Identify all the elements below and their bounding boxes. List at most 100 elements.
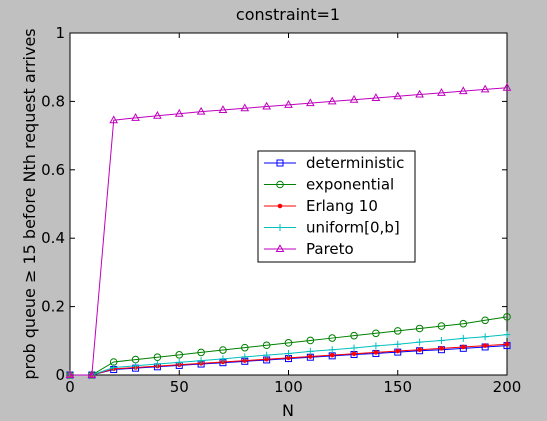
series-layer xyxy=(65,82,512,379)
y-tick-label: 0.6 xyxy=(41,161,65,179)
series-uniform-0-b xyxy=(66,331,511,379)
data-point xyxy=(373,350,379,355)
data-point xyxy=(372,329,380,338)
data-point xyxy=(240,103,250,112)
data-point xyxy=(284,99,293,108)
data-point xyxy=(306,98,315,107)
series-line xyxy=(70,316,508,376)
data-point xyxy=(276,224,284,231)
data-point xyxy=(153,360,161,368)
data-point xyxy=(372,342,380,350)
data-point xyxy=(394,340,402,348)
legend-label: uniform[0,b] xyxy=(306,219,400,237)
series-pareto xyxy=(65,82,512,378)
data-point xyxy=(350,344,358,352)
data-point xyxy=(351,351,357,357)
y-axis-label: prob queue ≥ 15 before Nth request arriv… xyxy=(20,28,39,379)
data-point xyxy=(439,346,444,351)
data-point xyxy=(284,339,293,347)
legend-label: exponential xyxy=(306,176,394,194)
data-point xyxy=(328,346,336,354)
y-tick-label: 0.4 xyxy=(41,229,65,247)
data-point xyxy=(175,351,184,359)
legend: deterministic exponential Erlang 10 uniform… xyxy=(257,150,416,263)
data-point xyxy=(153,110,162,119)
x-tick-label: 0 xyxy=(65,378,75,396)
y-tick-label: 0.2 xyxy=(41,298,65,316)
data-point xyxy=(276,180,284,189)
data-point xyxy=(459,334,467,342)
data-point xyxy=(416,338,424,346)
data-point xyxy=(262,101,271,110)
x-axis-label: N xyxy=(282,401,294,420)
x-tick-label: 200 xyxy=(493,378,522,396)
data-point xyxy=(275,244,285,252)
data-point xyxy=(241,343,249,352)
data-point xyxy=(219,346,227,354)
legend-item: deterministic xyxy=(264,154,404,172)
legend-item: Erlang 10 xyxy=(264,197,378,215)
data-point xyxy=(219,355,227,363)
data-point xyxy=(350,331,358,340)
data-point xyxy=(393,91,403,100)
data-point xyxy=(327,96,337,105)
data-point xyxy=(417,347,422,352)
data-point xyxy=(276,159,284,167)
data-point xyxy=(481,316,489,325)
data-point xyxy=(241,353,249,361)
data-point xyxy=(131,112,140,121)
data-point xyxy=(110,363,118,371)
data-point xyxy=(109,115,119,124)
data-point xyxy=(458,86,468,95)
data-point xyxy=(175,358,183,366)
data-point xyxy=(87,370,97,378)
data-point xyxy=(415,324,424,333)
data-point xyxy=(437,336,445,344)
y-tick-label: 1 xyxy=(55,24,65,42)
legend-label: Erlang 10 xyxy=(306,197,378,215)
series-line xyxy=(70,87,508,376)
data-point xyxy=(371,93,381,101)
data-point xyxy=(328,334,337,342)
data-point xyxy=(459,319,468,328)
data-point xyxy=(504,341,510,347)
chart-title: constraint=1 xyxy=(236,5,340,24)
y-tick-label: 0.8 xyxy=(41,92,65,110)
x-tick-label: 150 xyxy=(383,378,412,396)
legend-item: uniform[0,b] xyxy=(264,219,400,237)
data-point xyxy=(132,362,140,370)
x-axis: 0 50 100 150 200 xyxy=(65,33,521,396)
legend-item: Pareto xyxy=(264,240,354,258)
data-point xyxy=(197,348,205,357)
data-point xyxy=(262,341,271,350)
data-point xyxy=(308,354,313,359)
data-point xyxy=(306,347,314,355)
data-point xyxy=(481,333,489,341)
data-point xyxy=(263,351,271,359)
data-point xyxy=(480,84,490,93)
y-tick-label: 0 xyxy=(55,366,65,384)
data-point xyxy=(349,94,359,103)
data-point xyxy=(329,352,335,358)
data-point xyxy=(174,108,184,117)
data-point xyxy=(415,89,424,98)
data-point xyxy=(503,331,511,339)
data-point xyxy=(502,82,512,91)
legend-label: deterministic xyxy=(306,154,404,172)
data-point xyxy=(482,343,488,348)
data-point xyxy=(503,313,511,321)
data-point xyxy=(306,336,315,345)
data-point xyxy=(285,349,292,357)
legend-item: exponential xyxy=(264,176,394,194)
data-point xyxy=(196,106,206,115)
data-point xyxy=(461,344,466,350)
y-axis: 0 0.2 0.4 0.6 0.8 1 xyxy=(41,24,507,384)
data-point xyxy=(277,203,283,209)
data-point xyxy=(437,322,446,330)
x-tick-label: 50 xyxy=(170,378,189,396)
data-point xyxy=(218,105,228,113)
data-point xyxy=(395,348,401,354)
x-tick-label: 100 xyxy=(274,378,303,396)
data-point xyxy=(153,353,162,362)
